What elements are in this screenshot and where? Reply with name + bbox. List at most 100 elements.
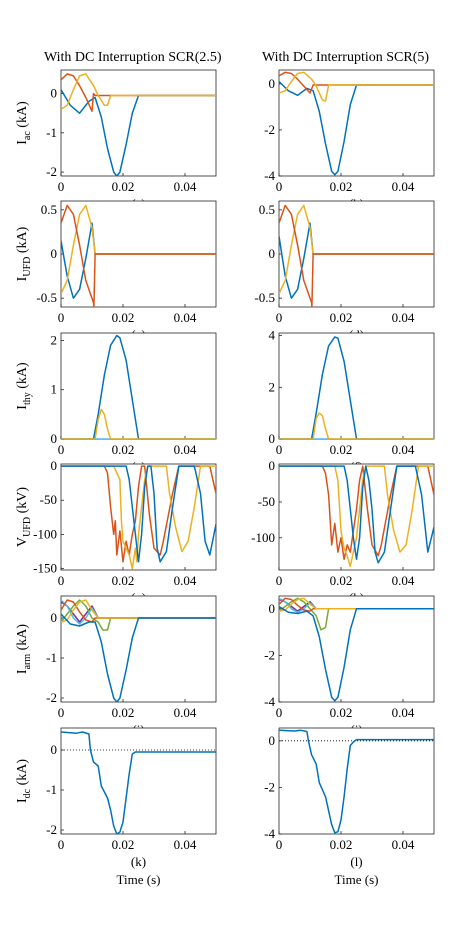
series-line-j-green <box>279 597 434 631</box>
y-tick-label-h: -50 <box>258 494 275 509</box>
x-tick-label-g: 0.04 <box>174 573 197 588</box>
y-tick-label-a: 0 <box>51 86 58 101</box>
series-line-k-blue <box>61 731 216 834</box>
x-tick-label-h: 0.02 <box>330 573 353 588</box>
x-tick-label-j: 0.02 <box>330 705 353 720</box>
y-axis-unit: (kA) <box>15 226 30 256</box>
series-line-f-yellow <box>279 412 434 439</box>
x-tick-label-f: 0 <box>276 442 283 457</box>
x-tick-label-c: 0.02 <box>112 310 135 325</box>
panel-caption-k: (k) <box>131 854 146 869</box>
y-axis-label-k: Idc (kA) <box>15 759 33 803</box>
series-line-b-blue <box>279 80 434 176</box>
series-line-c-orange <box>61 204 216 307</box>
y-tick-label-b: -4 <box>264 168 275 183</box>
series-line-a-blue <box>61 89 216 176</box>
series-line-j-blue <box>279 605 434 702</box>
series-line-h-blue <box>279 465 434 564</box>
panel-l: -4 -2 0 0 0.02 0.04 (l) Time (s) <box>264 727 435 887</box>
series-line-d-orange <box>279 204 434 307</box>
y-axis-symbol: I <box>15 405 30 410</box>
x-axis-label-l: Time (s) <box>335 872 379 887</box>
x-tick-label-f: 0.04 <box>392 442 415 457</box>
plot-area-l <box>278 727 435 835</box>
y-axis-label-i: Iarm (kA) <box>15 624 33 674</box>
y-tick-label-b: 0 <box>269 76 276 91</box>
x-tick-label-c: 0 <box>58 310 65 325</box>
x-tick-label-d: 0.02 <box>330 310 353 325</box>
x-tick-label-l: 0.04 <box>392 837 415 852</box>
y-tick-label-h: 0 <box>269 458 276 473</box>
x-tick-label-b: 0.04 <box>392 179 415 194</box>
series-line-a-yellow <box>61 73 216 110</box>
x-tick-label-i: 0 <box>58 705 65 720</box>
x-tick-label-k: 0.04 <box>174 837 197 852</box>
y-axis-subscript: ac <box>22 131 33 140</box>
y-tick-label-e: 2 <box>51 332 58 347</box>
panel-d: -0.500.500.020.04(d) <box>254 200 435 342</box>
series-line-a-orange <box>61 73 216 112</box>
panel-caption-l: (l) <box>350 854 362 869</box>
y-tick-label-l: -4 <box>264 826 275 841</box>
y-axis-unit: (kA) <box>15 362 30 392</box>
x-tick-label-j: 0.04 <box>392 705 415 720</box>
plot-area-i <box>60 595 217 703</box>
plot-area-j <box>278 595 435 703</box>
series-line-g-yellow <box>61 465 216 570</box>
y-tick-label-k: -2 <box>46 822 57 837</box>
y-tick-label-e: 1 <box>51 382 58 397</box>
y-axis-symbol: I <box>15 798 30 803</box>
x-tick-label-a: 0 <box>58 179 65 194</box>
series-line-l-blue <box>279 729 434 834</box>
y-tick-label-f: 0 <box>269 431 276 446</box>
y-tick-label-b: -2 <box>264 122 275 137</box>
series-line-c-yellow <box>61 204 216 295</box>
y-axis-subscript: thy <box>22 392 33 405</box>
x-tick-label-d: 0.04 <box>392 310 415 325</box>
series-line-f-blue <box>279 336 434 439</box>
x-tick-label-k: 0 <box>58 837 65 852</box>
y-axis-unit: (kV) <box>15 487 30 517</box>
series-line-i-green <box>61 599 216 631</box>
y-tick-label-g: 0 <box>51 458 58 473</box>
x-tick-label-e: 0.02 <box>112 442 135 457</box>
x-tick-label-h: 0 <box>276 573 283 588</box>
x-tick-label-g: 0 <box>58 573 65 588</box>
y-tick-label-i: 0 <box>51 610 58 625</box>
x-tick-label-c: 0.04 <box>174 310 197 325</box>
y-tick-label-f: 2 <box>269 379 276 394</box>
y-axis-symbol: I <box>15 276 30 281</box>
y-tick-label-j: -4 <box>264 694 275 709</box>
plot-area-f <box>278 332 435 440</box>
y-tick-label-i: -1 <box>46 650 57 665</box>
x-tick-label-b: 0 <box>276 179 283 194</box>
series-line-i-blue <box>61 613 216 702</box>
y-axis-symbol: I <box>15 140 30 145</box>
y-axis-subscript: dc <box>22 788 33 798</box>
plot-area-a <box>60 69 217 177</box>
plot-area-e <box>60 332 217 440</box>
y-tick-label-g: -150 <box>33 561 57 576</box>
y-tick-label-j: -2 <box>264 647 275 662</box>
y-tick-label-a: -2 <box>46 164 57 179</box>
x-tick-label-i: 0.04 <box>174 705 197 720</box>
y-axis-label-c: IUFD (kA) <box>15 226 33 281</box>
x-tick-label-b: 0.02 <box>330 179 353 194</box>
y-axis-label-a: Iac (kA) <box>15 101 33 145</box>
y-tick-label-d: 0 <box>269 246 276 261</box>
y-tick-label-k: -1 <box>46 782 57 797</box>
x-tick-label-e: 0.04 <box>174 442 197 457</box>
series-line-e-blue <box>61 334 216 439</box>
panel-c: -0.500.500.020.04(c)IUFD (kA) <box>15 200 217 342</box>
x-tick-label-j: 0 <box>276 705 283 720</box>
series-line-j-orange <box>279 597 434 612</box>
y-tick-label-g: -50 <box>40 492 57 507</box>
